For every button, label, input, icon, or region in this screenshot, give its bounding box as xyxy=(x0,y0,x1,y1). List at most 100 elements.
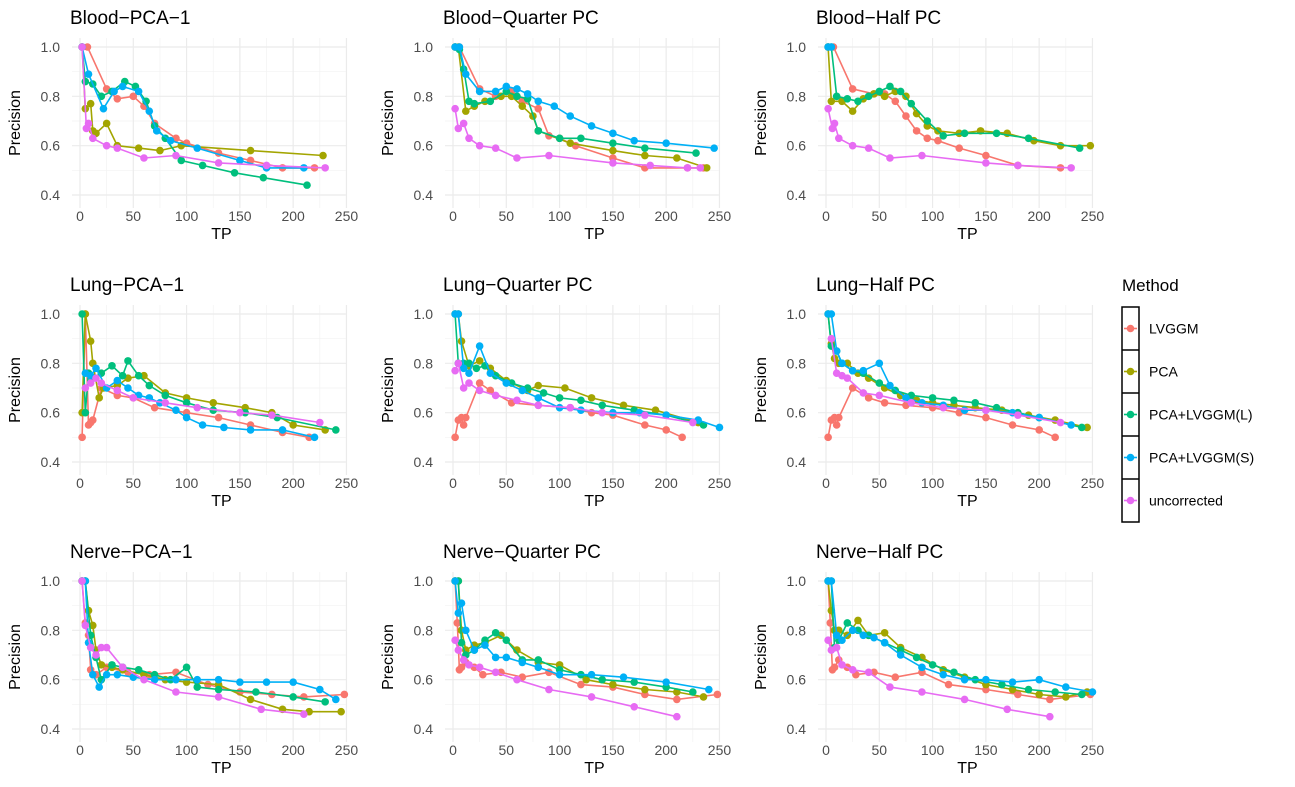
data-point xyxy=(198,421,207,429)
data-point xyxy=(896,651,905,659)
data-point xyxy=(641,411,649,419)
x-tick-label: 250 xyxy=(708,475,732,491)
data-point xyxy=(534,401,543,410)
data-point xyxy=(848,141,857,150)
data-point xyxy=(102,670,111,679)
data-point xyxy=(843,619,852,627)
data-point xyxy=(928,661,937,669)
data-point xyxy=(475,342,484,350)
data-point xyxy=(534,104,543,113)
data-point xyxy=(939,132,948,140)
y-tick-label: 0.8 xyxy=(414,622,434,638)
data-point xyxy=(454,359,463,368)
data-point xyxy=(886,683,894,691)
data-point xyxy=(886,381,894,390)
data-point xyxy=(140,371,148,380)
data-point xyxy=(475,87,484,96)
data-point xyxy=(214,693,223,701)
chart-panel: Lung−PCA−1 0 50 100 150 200 250 0.4 0.6 0.8 1.0 TP P… xyxy=(7,275,358,510)
x-tick-label: 250 xyxy=(335,475,359,491)
data-point xyxy=(129,92,138,101)
data-point xyxy=(1051,688,1059,696)
data-point xyxy=(321,164,329,172)
data-point xyxy=(864,144,873,152)
data-point xyxy=(459,656,468,664)
data-point xyxy=(1056,418,1065,427)
x-tick-label: 150 xyxy=(974,475,998,491)
data-point xyxy=(278,426,287,434)
data-point xyxy=(461,107,470,115)
y-tick-label: 1.0 xyxy=(414,39,434,55)
data-point xyxy=(134,371,143,380)
data-point xyxy=(97,379,106,387)
data-point xyxy=(824,104,832,113)
data-point xyxy=(332,426,340,434)
data-point xyxy=(214,685,223,694)
data-point xyxy=(95,394,103,402)
y-tick-label: 0.4 xyxy=(41,454,61,470)
legend-key-dot xyxy=(1126,410,1135,419)
data-point xyxy=(513,85,521,93)
series-line xyxy=(454,360,693,424)
data-point xyxy=(465,359,473,368)
data-point xyxy=(566,112,575,120)
data-point xyxy=(461,626,470,635)
x-tick-label: 100 xyxy=(548,208,572,224)
x-tick-label: 200 xyxy=(654,475,678,491)
data-point xyxy=(491,391,500,400)
data-point xyxy=(555,670,564,679)
data-point xyxy=(470,99,479,108)
y-axis-label: Precision xyxy=(753,90,770,156)
data-point xyxy=(491,87,500,96)
data-point xyxy=(518,102,527,110)
data-point xyxy=(651,406,660,415)
data-point xyxy=(832,631,841,640)
data-point xyxy=(182,399,191,407)
data-point xyxy=(518,386,527,395)
chart-panels: Blood−PCA−1 0 50 100 150 200 250 0.4 0.6 0.8 1.0 TP… xyxy=(7,8,1104,777)
data-point xyxy=(108,362,116,370)
data-point xyxy=(1003,705,1012,714)
data-point xyxy=(848,85,857,93)
data-point xyxy=(824,433,832,442)
x-tick-label: 50 xyxy=(499,208,515,224)
data-point xyxy=(124,384,132,392)
data-point xyxy=(523,90,532,98)
x-axis-label: TP xyxy=(211,493,231,510)
data-point xyxy=(78,433,86,442)
legend-label: LVGGM xyxy=(1149,321,1199,337)
legend-key-frame xyxy=(1121,306,1140,523)
y-axis-label: Precision xyxy=(753,357,770,423)
data-point xyxy=(1008,678,1017,686)
data-point xyxy=(289,678,297,686)
data-point xyxy=(453,619,462,627)
data-point xyxy=(459,421,468,429)
data-point xyxy=(86,379,95,387)
data-point xyxy=(1062,683,1070,691)
data-point xyxy=(944,680,953,689)
data-point xyxy=(310,433,319,442)
x-tick-label: 50 xyxy=(126,475,142,491)
data-point xyxy=(502,379,511,387)
y-tick-label: 0.4 xyxy=(787,721,807,737)
legend-title: Method xyxy=(1122,276,1179,295)
data-point xyxy=(502,636,511,644)
y-axis-label: Precision xyxy=(7,90,24,156)
data-point xyxy=(230,169,239,177)
x-tick-label: 0 xyxy=(822,208,830,224)
series-line xyxy=(82,580,342,713)
x-tick-label: 200 xyxy=(1027,208,1051,224)
data-point xyxy=(513,92,521,101)
data-point xyxy=(86,99,95,108)
data-point xyxy=(587,670,596,679)
data-point xyxy=(880,638,889,647)
data-point xyxy=(960,695,969,704)
data-point xyxy=(300,164,308,172)
data-point xyxy=(950,396,958,405)
data-point xyxy=(118,663,127,672)
data-point xyxy=(465,134,473,143)
data-point xyxy=(110,87,118,96)
data-point xyxy=(662,426,670,434)
data-point xyxy=(1078,690,1086,699)
data-point xyxy=(113,386,122,395)
